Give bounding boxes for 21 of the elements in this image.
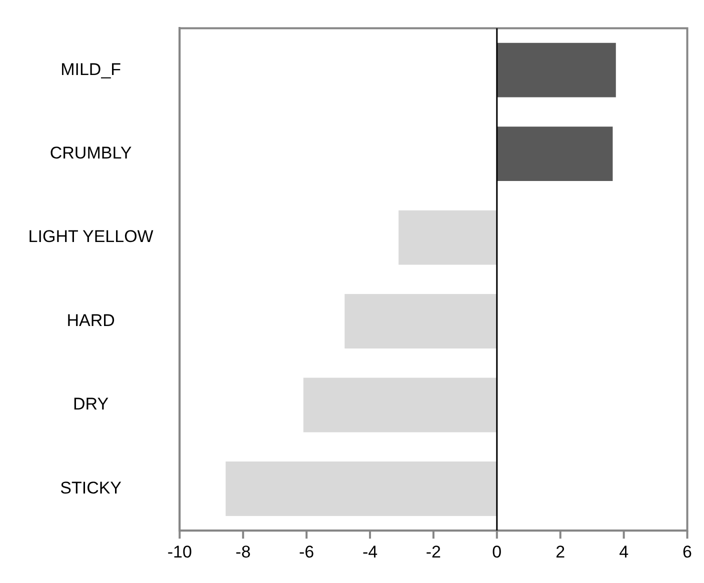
y-tick-label: LIGHT YELLOW [28,227,154,246]
x-tick-label: 0 [492,542,502,562]
x-tick-label: -8 [236,542,251,562]
y-tick-label: STICKY [60,478,122,498]
x-tick-label: -6 [298,542,314,562]
x-tick-label: 2 [556,542,566,562]
bar [398,210,497,265]
bar [303,378,497,432]
bar [496,126,613,182]
y-tick-label: DRY [73,394,109,414]
x-tick-label: 4 [619,542,629,562]
x-tick-label: -2 [426,542,442,562]
y-tick-label: HARD [66,310,115,330]
bar [226,462,497,516]
bar [344,294,497,348]
y-tick-label: CRUMBLY [50,143,132,162]
x-tick-label: -4 [362,542,378,562]
x-tick-label: 6 [682,542,692,562]
bar [496,42,616,98]
x-tick-label: -10 [167,542,192,562]
y-tick-label: MILD_F [60,60,122,79]
